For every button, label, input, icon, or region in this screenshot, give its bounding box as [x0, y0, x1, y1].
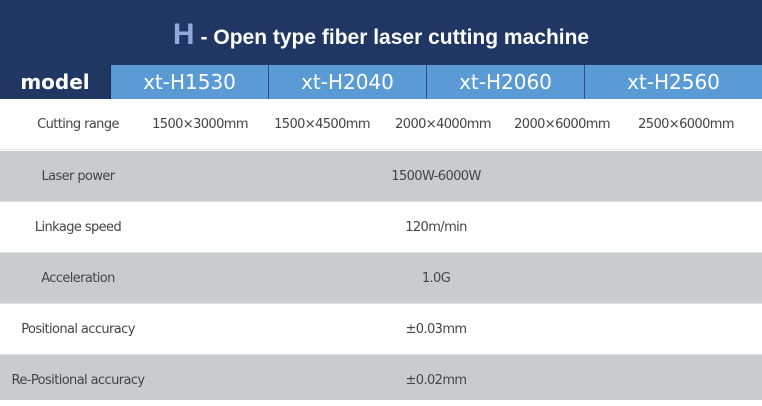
- row-label: Acceleration: [41, 271, 115, 286]
- table-row: Positional accuracy ±0.03mm: [0, 304, 762, 355]
- cell-value: 120m/min: [405, 220, 467, 235]
- cell-value: 2000×6000mm: [514, 117, 610, 132]
- cell-value: 1500×4500mm: [274, 117, 370, 132]
- model-column: xt-H1530: [111, 65, 269, 99]
- row-label: Re-Positional accuracy: [11, 373, 146, 388]
- title-text: - Open type fiber laser cutting machine: [200, 26, 590, 49]
- cell-value: 2000×4000mm: [395, 117, 491, 132]
- table-row: Acceleration 1.0G: [0, 253, 762, 304]
- table-row: Re-Positional accuracy ±0.02mm: [0, 355, 762, 400]
- row-label: Positional accuracy: [21, 322, 135, 337]
- cell-value: 1.0G: [421, 271, 451, 286]
- row-label: Laser power: [41, 169, 115, 184]
- cell-value: 1500W-6000W: [391, 169, 481, 184]
- model-column: xt-H2560: [585, 65, 762, 99]
- cell-value: ±0.02mm: [405, 373, 468, 388]
- row-label: Linkage speed: [34, 220, 122, 235]
- cell-value: ±0.03mm: [405, 322, 468, 337]
- title-letter: H: [172, 18, 195, 51]
- cell-value: 1500×3000mm: [152, 117, 248, 132]
- model-header-row: model xt-H1530 xt-H2040 xt-H2060 xt-H256…: [0, 65, 762, 99]
- table-row: Linkage speed 120m/min: [0, 202, 762, 253]
- table-row: Cutting range 1500×3000mm 1500×4500mm 20…: [0, 99, 762, 150]
- model-label: model: [0, 65, 111, 99]
- model-column: xt-H2060: [427, 65, 585, 99]
- row-label: Cutting range: [37, 117, 119, 132]
- table-row: Laser power 1500W-6000W: [0, 151, 762, 202]
- table-title: H- Open type fiber laser cutting machine: [0, 0, 762, 65]
- cell-value: 2500×6000mm: [638, 117, 734, 132]
- model-column: xt-H2040: [269, 65, 427, 99]
